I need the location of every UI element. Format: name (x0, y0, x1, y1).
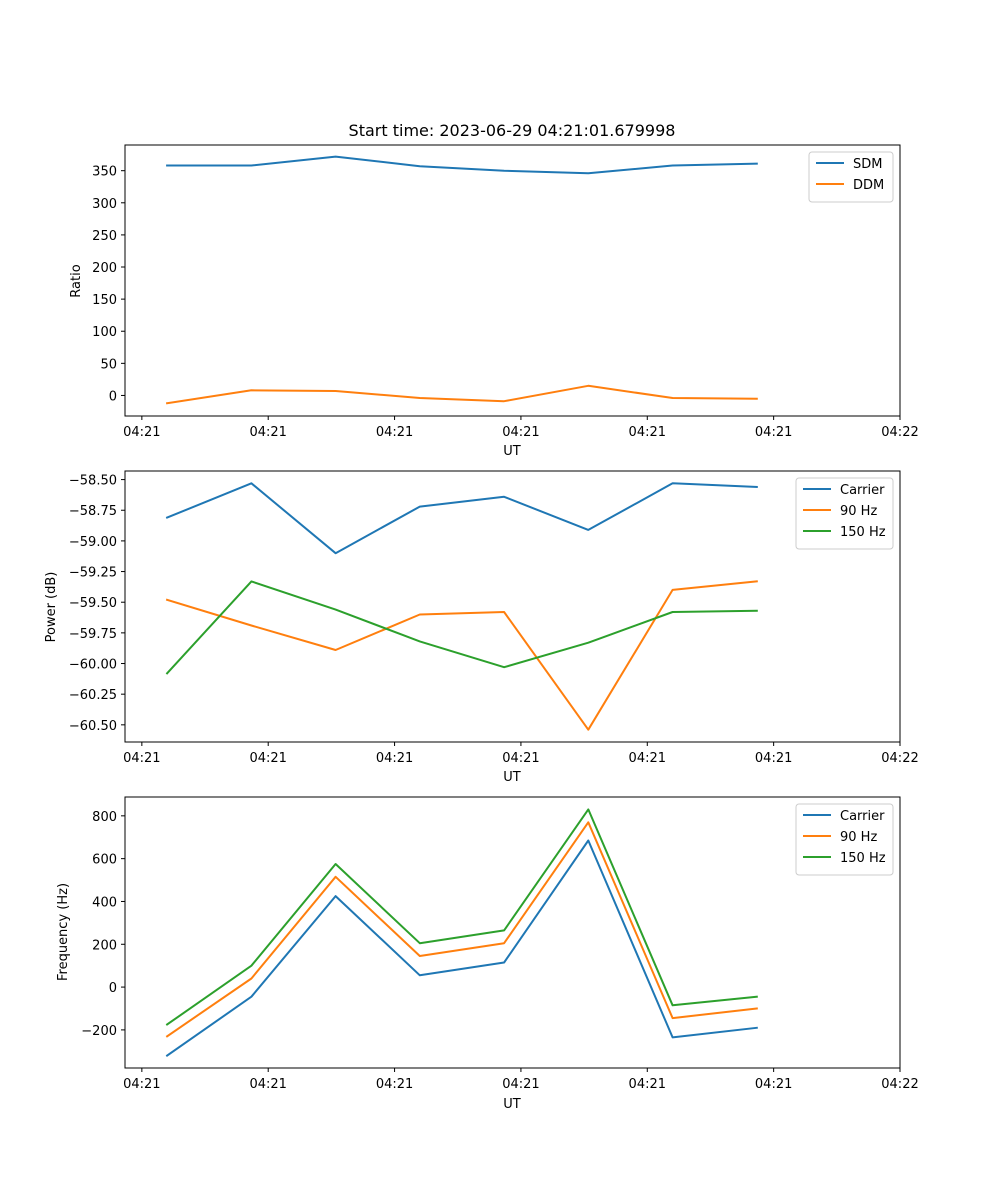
panel-frequency-y-tick-label: 0 (109, 981, 117, 996)
panel-frequency-legend-label: 150 Hz (840, 851, 886, 866)
panel-frequency-y-tick-label: 400 (92, 895, 117, 910)
panel-power-y-tick-label: −59.00 (69, 535, 117, 550)
panel-power-series-150-hz (165, 580, 758, 675)
panel-ratio-y-tick-label: 50 (100, 357, 117, 372)
panel-ratio-frame (124, 144, 901, 417)
panel-power-x-tick-label: 04:21 (376, 751, 413, 766)
panel-power-legend: Carrier 90 Hz 150 Hz (795, 477, 894, 550)
panel-frequency-x-tick-label: 04:21 (502, 1077, 539, 1092)
panel-power-x-tick-label: 04:21 (123, 751, 160, 766)
panel-power-y-tick-label: −60.50 (69, 719, 117, 734)
panel-frequency-x-ticks: 04:21 04:21 04:21 04:21 04:21 04:21 04:22 (123, 1068, 919, 1092)
panel-ratio-legend-label: DDM (853, 178, 884, 193)
panel-power-y-tick-label: −60.00 (69, 658, 117, 673)
panel-ratio-x-tick-label: 04:21 (123, 425, 160, 440)
panel-frequency-x-tick-label: 04:21 (249, 1077, 286, 1092)
panel-ratio-legend-box (808, 151, 894, 203)
panel-frequency-x-tick-label: 04:22 (881, 1077, 918, 1092)
panel-power-x-tick-label: 04:21 (502, 751, 539, 766)
panel-frequency-series-90-hz (165, 821, 758, 1038)
panel-frequency-series-carrier (165, 839, 758, 1057)
panel-ratio-y-tick-label: 0 (109, 389, 117, 404)
panel-frequency: 04:21 04:21 04:21 04:21 04:21 04:21 04:22 −200… (56, 796, 919, 1112)
panel-frequency-y-tick-label: 600 (92, 853, 117, 868)
panel-ratio-y-tick-label: 150 (92, 293, 117, 308)
panel-power-lines (165, 482, 758, 731)
panel-power-xlabel: UT (503, 770, 521, 785)
panel-frequency-x-tick-label: 04:21 (629, 1077, 666, 1092)
panel-power-y-ticks: −60.50 −60.25 −60.00 −59.75 −59.50 −59.25 −59.… (69, 474, 125, 734)
panel-ratio-x-tick-label: 04:21 (376, 425, 413, 440)
panel-ratio-legend-label: SDM (853, 157, 882, 172)
panel-frequency-y-tick-label: 200 (92, 938, 117, 953)
panel-power-y-tick-label: −59.75 (69, 627, 117, 642)
panel-power: 04:21 04:21 04:21 04:21 04:21 04:21 04:22 −60.… (44, 470, 919, 785)
panel-power-frame (124, 470, 901, 743)
panel-frequency-x-tick-label: 04:21 (376, 1077, 413, 1092)
panel-frequency-frame (124, 796, 901, 1069)
panel-frequency-legend-label: 90 Hz (840, 830, 877, 845)
panel-ratio-lines (165, 155, 758, 405)
panel-power-y-tick-label: −58.75 (69, 504, 117, 519)
panel-ratio-series-ddm (165, 384, 758, 405)
panel-ratio-x-tick-label: 04:21 (755, 425, 792, 440)
panel-ratio-x-tick-label: 04:22 (881, 425, 918, 440)
panel-ratio-y-tick-label: 100 (92, 325, 117, 340)
panel-power-y-tick-label: −59.25 (69, 566, 117, 581)
panel-ratio-x-ticks: 04:21 04:21 04:21 04:21 04:21 04:21 04:22 (123, 416, 919, 440)
panel-ratio-xlabel: UT (503, 444, 521, 459)
panel-power-x-ticks: 04:21 04:21 04:21 04:21 04:21 04:21 04:22 (123, 742, 919, 766)
panel-power-y-tick-label: −59.50 (69, 596, 117, 611)
panel-ratio-y-tick-label: 350 (92, 165, 117, 180)
panel-frequency-x-tick-label: 04:21 (123, 1077, 160, 1092)
panel-ratio-x-tick-label: 04:21 (502, 425, 539, 440)
panel-frequency-series-150-hz (165, 808, 758, 1026)
panel-ratio: 04:21 04:21 04:21 04:21 04:21 04:21 04:22 0 50 1… (69, 144, 919, 459)
panel-power-ylabel: Power (dB) (44, 572, 59, 643)
panel-frequency-x-tick-label: 04:21 (755, 1077, 792, 1092)
panel-ratio-x-tick-label: 04:21 (249, 425, 286, 440)
panel-ratio-x-tick-label: 04:21 (629, 425, 666, 440)
panel-power-y-tick-label: −58.50 (69, 474, 117, 489)
panel-power-y-tick-label: −60.25 (69, 688, 117, 703)
panel-power-series-90-hz (165, 580, 758, 731)
panel-ratio-y-tick-label: 200 (92, 261, 117, 276)
panel-power-legend-label: Carrier (840, 483, 885, 498)
panel-frequency-legend: Carrier 90 Hz 150 Hz (795, 803, 894, 876)
panel-power-x-tick-label: 04:21 (249, 751, 286, 766)
panel-frequency-legend-label: Carrier (840, 809, 885, 824)
panel-frequency-y-tick-label: −200 (81, 1024, 117, 1039)
panel-frequency-y-ticks: −200 0 200 400 600 800 (81, 810, 125, 1039)
panel-ratio-series-sdm (166, 155, 758, 175)
panel-frequency-y-tick-label: 800 (92, 810, 117, 825)
figure-title: Start time: 2023-06-29 04:21:01.679998 (349, 121, 676, 140)
panel-power-legend-label: 150 Hz (840, 525, 886, 540)
panel-ratio-ylabel: Ratio (69, 264, 84, 297)
panel-power-legend-label: 90 Hz (840, 504, 877, 519)
panel-frequency-lines (165, 808, 758, 1057)
panel-ratio-y-tick-label: 250 (92, 229, 117, 244)
panel-frequency-ylabel: Frequency (Hz) (56, 883, 71, 981)
panel-power-x-tick-label: 04:22 (881, 751, 918, 766)
panel-ratio-y-ticks: 0 50 100 150 200 250 300 350 (92, 165, 125, 404)
panel-power-x-tick-label: 04:21 (629, 751, 666, 766)
panel-power-x-tick-label: 04:21 (755, 751, 792, 766)
panel-ratio-y-tick-label: 300 (92, 197, 117, 212)
panel-ratio-legend: SDM DDM (808, 151, 894, 203)
panel-power-series-carrier (165, 482, 758, 555)
panel-frequency-xlabel: UT (503, 1097, 521, 1112)
